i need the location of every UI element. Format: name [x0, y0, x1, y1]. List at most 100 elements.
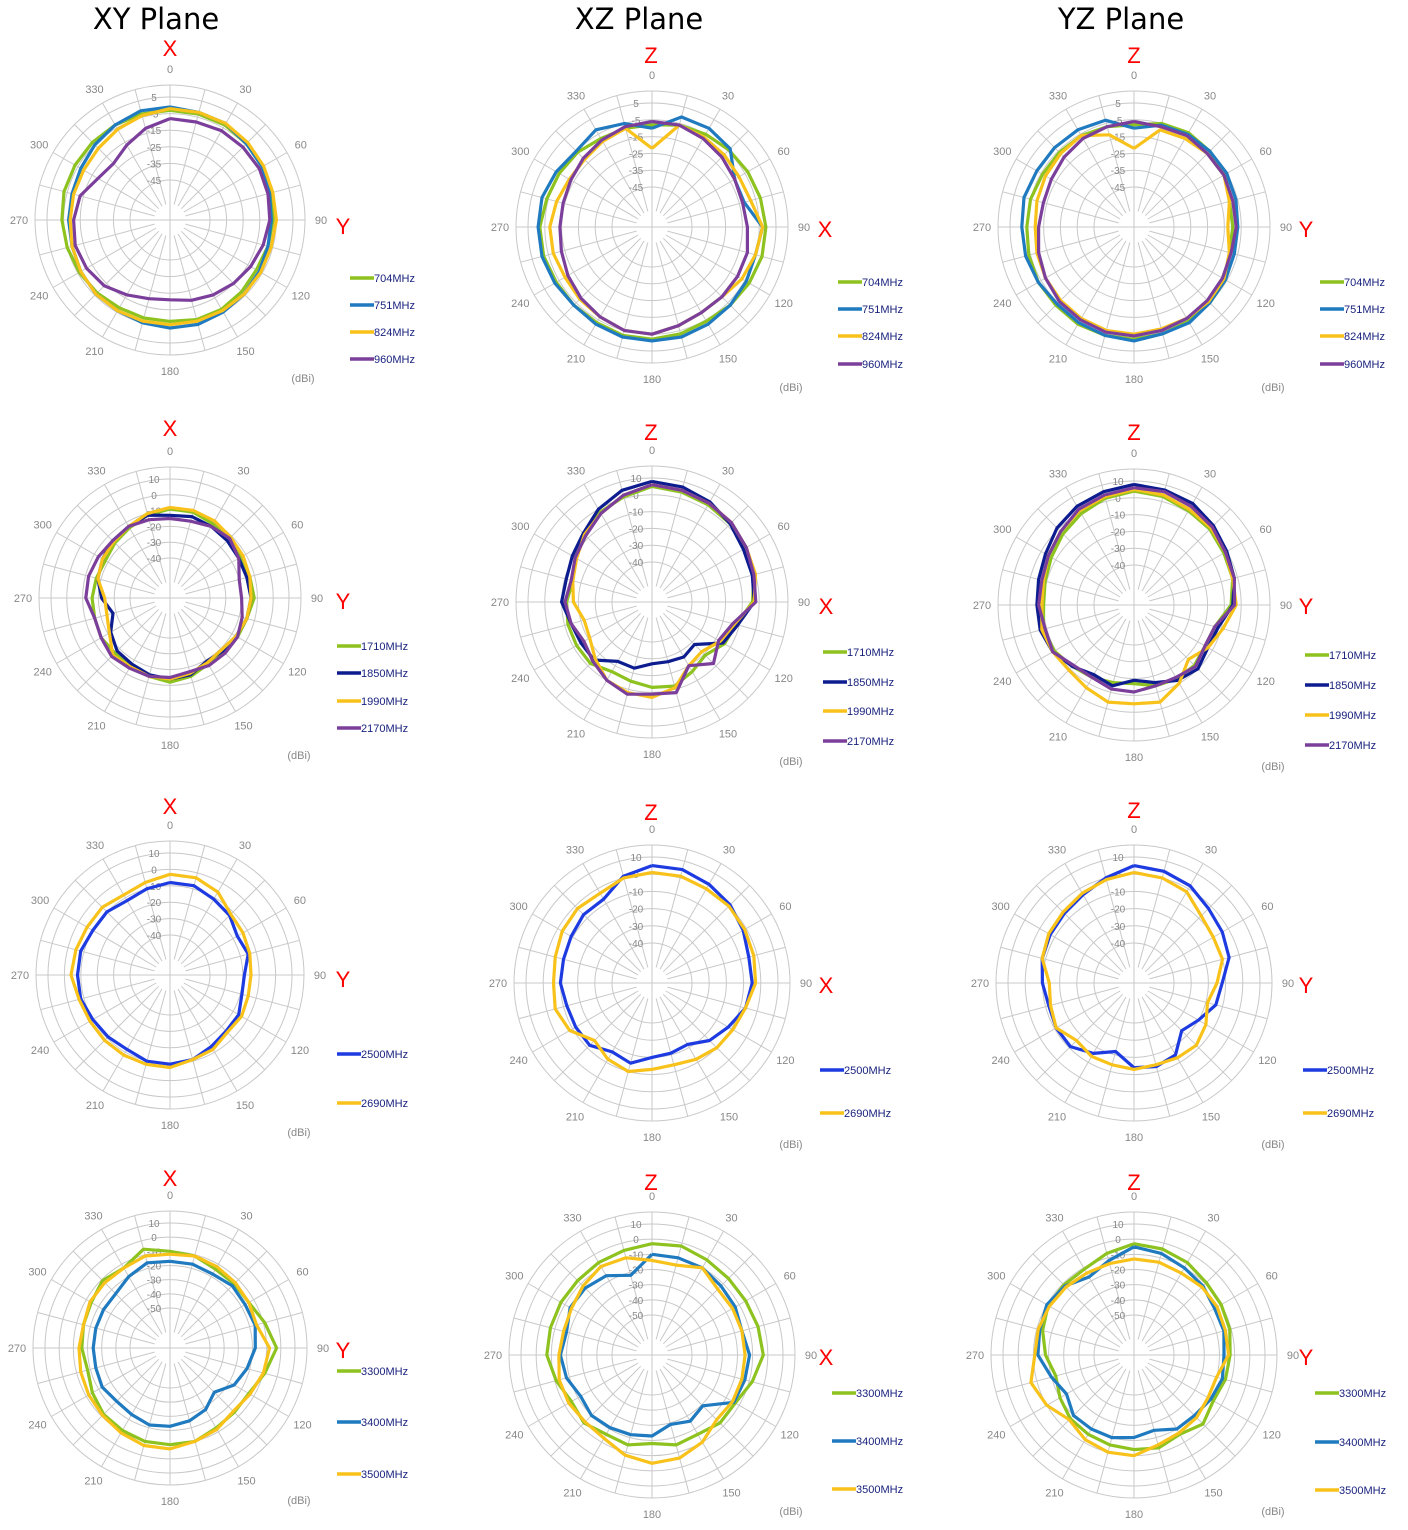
- axis-letter-right: Y: [1299, 973, 1314, 998]
- series-line-824mhz: [68, 107, 278, 327]
- polar-grid-spoke: [1141, 1368, 1206, 1480]
- polar-grid-spoke: [550, 1365, 642, 1457]
- polar-grid-spoke: [1002, 230, 1119, 263]
- polar-grid-spoke: [555, 612, 642, 699]
- radial-tick-label: -20: [147, 898, 162, 909]
- polar-grid-spoke: [533, 158, 639, 220]
- polar-grid-spoke: [134, 1215, 167, 1333]
- angle-tick-label: 0: [649, 70, 655, 82]
- unit-label: (dBi): [1261, 1139, 1284, 1151]
- radial-tick-label: -40: [147, 554, 162, 565]
- polar-grid-spoke: [555, 237, 642, 324]
- radial-tick-label: 10: [1112, 853, 1124, 864]
- angle-tick-label: 210: [1045, 1488, 1063, 1500]
- angle-tick-label: 0: [167, 446, 173, 458]
- legend-label: 2170MHz: [1329, 740, 1376, 752]
- angle-tick-label: 90: [805, 1350, 817, 1362]
- angle-tick-label: 240: [993, 676, 1011, 688]
- angle-tick-label: 270: [11, 970, 29, 982]
- polar-grid-spoke: [1141, 240, 1203, 346]
- polar-grid-spoke: [52, 152, 157, 213]
- polar-grid-spoke: [183, 1279, 289, 1341]
- radial-tick-label: -40: [629, 558, 644, 569]
- radial-tick-label: -30: [1111, 544, 1126, 555]
- angle-tick-label: 330: [1045, 1212, 1063, 1224]
- axis-letter-right: X: [819, 973, 834, 998]
- radial-tick-label: -30: [1111, 922, 1126, 933]
- polar-grid-spoke: [135, 471, 167, 583]
- polar-grid-spoke: [180, 1250, 268, 1338]
- polar-grid-spoke: [1032, 1253, 1124, 1345]
- polar-grid-spoke: [665, 913, 772, 976]
- polar-grid-spoke: [102, 102, 163, 207]
- angle-tick-label: 150: [1201, 732, 1219, 744]
- polar-grid-spoke: [185, 184, 301, 217]
- polar-grid-spoke: [1149, 608, 1266, 641]
- unit-label: (dBi): [1261, 761, 1284, 773]
- legend-label: 3400MHz: [856, 1436, 903, 1448]
- angle-tick-label: 210: [566, 1111, 584, 1123]
- angle-tick-label: 150: [1202, 1111, 1220, 1123]
- polar-grid-spoke: [665, 1362, 777, 1427]
- axis-letter-top: Z: [1127, 43, 1140, 68]
- polar-grid-spoke: [614, 1370, 649, 1494]
- polar-grid-spoke: [659, 615, 721, 721]
- polar-grid-spoke: [580, 1368, 645, 1480]
- polar-grid-spoke: [177, 233, 238, 338]
- polar-grid-spoke: [582, 863, 645, 970]
- series-line-2690mhz: [1040, 870, 1225, 1072]
- angle-tick-label: 300: [511, 521, 529, 533]
- polar-grid-spoke: [1015, 158, 1121, 220]
- axis-letter-top: Z: [644, 1170, 657, 1195]
- polar-grid-spoke: [185, 1351, 303, 1384]
- radial-tick-label: -40: [1111, 561, 1126, 572]
- polar-grid-spoke: [520, 230, 637, 263]
- angle-tick-label: 240: [511, 673, 529, 685]
- polar-grid-spoke: [1097, 849, 1131, 968]
- axis-letter-right: X: [818, 217, 833, 242]
- polar-grid-spoke: [1141, 1230, 1206, 1342]
- angle-tick-label: 30: [722, 90, 734, 102]
- axis-letter-right: X: [819, 1345, 834, 1370]
- series-line-3300mhz: [545, 1242, 765, 1447]
- polar-chart-xz-row1: 0 30 60 90 120 150 180 210 240 270 300 330 10 0 -10 -20…: [491, 420, 894, 768]
- axis-letter-right: X: [819, 594, 834, 619]
- polar-grid-spoke: [102, 233, 163, 338]
- angle-tick-label: 90: [317, 1343, 329, 1355]
- polar-grid-spoke: [177, 988, 238, 1092]
- angle-tick-label: 240: [511, 298, 529, 310]
- unit-label: (dBi): [779, 382, 802, 394]
- polar-grid-spoke: [1144, 993, 1232, 1081]
- angle-tick-label: 120: [1256, 298, 1274, 310]
- angle-tick-label: 300: [31, 895, 49, 907]
- axis-letter-right: Y: [336, 214, 351, 239]
- unit-label: (dBi): [287, 1495, 310, 1507]
- polar-grid-spoke: [1036, 885, 1124, 973]
- angle-tick-label: 300: [511, 146, 529, 158]
- radial-tick-label: -30: [629, 1281, 644, 1292]
- angle-tick-label: 180: [643, 1132, 661, 1144]
- polar-grid-spoke: [1144, 508, 1231, 595]
- polar-grid-spoke: [183, 532, 284, 591]
- radial-tick-label: -10: [1111, 511, 1126, 522]
- polar-grid-spoke: [1000, 986, 1119, 1020]
- angle-tick-label: 180: [1125, 374, 1143, 386]
- polar-grid-spoke: [667, 1358, 791, 1393]
- polar-grid-spoke: [655, 242, 688, 359]
- unit-label: (dBi): [1261, 382, 1284, 394]
- polar-grid-spoke: [1141, 863, 1204, 970]
- axis-letter-top: Z: [1127, 1170, 1140, 1195]
- angle-tick-label: 0: [1131, 70, 1137, 82]
- radial-tick-label: 5: [1115, 99, 1121, 110]
- unit-label: (dBi): [779, 1506, 802, 1518]
- polar-grid-spoke: [527, 1283, 639, 1348]
- polar-chart-xz-row3: 0306090120150180210240270300330100-10-20…: [484, 1170, 903, 1521]
- radial-tick-label: -45: [629, 183, 644, 194]
- polar-chart-xy-row3: 0 30 60 90 120 150 180 210 240 270 300 330 10 0 -10 -20…: [8, 1166, 408, 1508]
- legend-label: 3500MHz: [361, 1469, 408, 1481]
- polar-grid-spoke: [185, 223, 301, 256]
- radial-tick-label: -45: [1111, 183, 1126, 194]
- radial-tick-label: 10: [630, 1220, 642, 1231]
- polar-grid-spoke: [1147, 990, 1254, 1053]
- angle-tick-label: 240: [993, 298, 1011, 310]
